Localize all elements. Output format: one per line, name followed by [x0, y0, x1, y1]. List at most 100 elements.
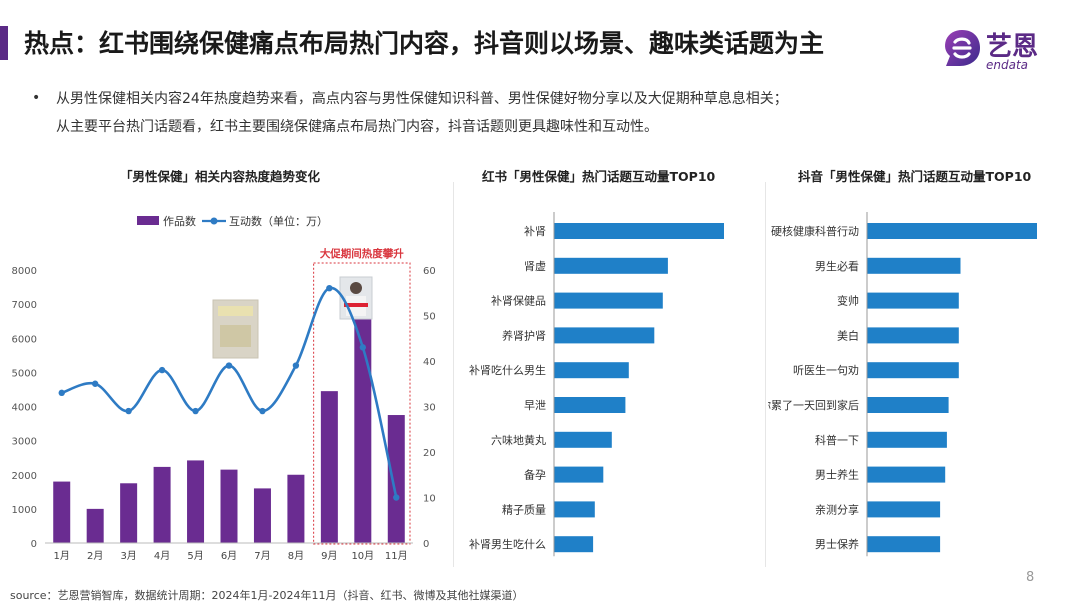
summary-line-1: 从男性保健相关内容24年热度趋势来看，高点内容与男性保健知识科普、男性保健好物分… — [56, 91, 788, 107]
xhs-topic-label: 补肾保健品 — [491, 294, 546, 308]
legend-bar-label: 作品数 — [163, 215, 196, 228]
x-axis-tick-label: 10月 — [351, 550, 374, 562]
douyin-topic-chart: 硬核健康科普行动男生必看变帅美白听医生一句劝当你累了一天回到家后科普一下男士养生… — [768, 212, 1037, 557]
page-title: 热点：红书围绕保健痛点布局热门内容，抖音则以场景、趣味类话题为主 — [24, 29, 825, 58]
douyin-topic-bar — [867, 223, 1037, 239]
douyin-topic-label: 男士保养 — [815, 537, 859, 551]
trend-chart: 作品数 互动数（单位：万） 大促期间热度攀升 0 1000 2000 3000 4000… — [12, 214, 436, 562]
product-photo-thumbnail — [212, 299, 259, 359]
douyin-topic-label: 男士养生 — [815, 468, 859, 482]
x-axis-tick-label: 5月 — [187, 550, 203, 562]
left-axis-tick-label: 1000 — [12, 505, 37, 516]
douyin-topic-bar — [867, 327, 959, 344]
interaction-point — [292, 362, 300, 369]
works-bar — [387, 415, 405, 543]
douyin-topic-label: 美白 — [837, 328, 859, 342]
right-axis-tick-label: 30 — [423, 403, 436, 414]
source-note: source：艺恩营销智库，数据统计周期：2024年1月-2024年11月（抖音… — [10, 589, 524, 602]
interaction-point — [225, 362, 233, 369]
douyin-topic-bar — [867, 466, 946, 483]
douyin-topic-label: 变帅 — [837, 294, 859, 308]
promo-highlight-box — [313, 262, 411, 545]
left-axis-tick-label: 3000 — [12, 437, 37, 448]
douyin-topic-label: 硬核健康科普行动 — [771, 224, 859, 238]
xhs-chart-title: 红书「男性保健」热门话题互动量TOP10 — [482, 169, 716, 184]
xhs-topic-bar — [554, 536, 594, 553]
xhs-topic-label: 补肾男生吃什么 — [469, 537, 546, 551]
x-axis-tick-label: 6月 — [221, 550, 237, 562]
chart-divider-2 — [765, 182, 766, 567]
left-axis-tick-label: 2000 — [12, 471, 37, 482]
x-axis-tick-label: 8月 — [288, 550, 304, 562]
douyin-topic-label: 科普一下 — [815, 433, 859, 447]
interaction-point — [158, 366, 166, 374]
right-axis-tick-label: 0 — [423, 539, 429, 550]
logo-subtext: endata — [986, 58, 1029, 72]
legend-line-marker — [210, 217, 218, 225]
xhs-topic-label: 六味地黄丸 — [491, 433, 546, 447]
douyin-topic-bar — [867, 536, 941, 553]
doctor-photo-thumbnail — [339, 276, 373, 320]
interaction-point — [125, 407, 132, 415]
works-bar — [187, 460, 205, 543]
xhs-topic-label: 养肾护肾 — [502, 328, 546, 342]
xhs-topic-label: 补肾 — [524, 225, 546, 238]
promo-annotation: 大促期间热度攀升 — [320, 247, 404, 260]
douyin-topic-bar — [867, 431, 947, 448]
interaction-point — [192, 407, 199, 415]
works-bar — [86, 508, 104, 543]
legend-line-label: 互动数（单位：万） — [229, 214, 328, 228]
douyin-topic-label: 当你累了一天回到家后 — [768, 398, 859, 412]
endata-logo: 艺恩 endata — [940, 26, 1060, 76]
xhs-topic-label: 备孕 — [524, 468, 546, 482]
left-axis-tick-label: 6000 — [12, 334, 37, 345]
left-axis-tick-label: 4000 — [12, 403, 37, 414]
douyin-topic-label: 男生必看 — [815, 259, 859, 273]
summary-bullet: • — [32, 90, 41, 106]
left-axis-tick-label: 5000 — [12, 368, 37, 379]
x-axis-tick-label: 7月 — [254, 550, 270, 562]
works-bar — [53, 481, 71, 543]
interaction-point — [393, 494, 400, 501]
x-axis-tick-label: 3月 — [120, 550, 136, 562]
left-axis-tick-label: 7000 — [12, 300, 37, 311]
right-axis-tick-label: 10 — [423, 494, 436, 505]
title-accent-bar — [0, 26, 8, 60]
works-bar — [354, 314, 372, 543]
x-axis-tick-label: 11月 — [385, 550, 408, 562]
xhs-topic-bar — [554, 327, 655, 344]
works-bar — [153, 466, 171, 543]
logo-mark-icon — [945, 30, 980, 66]
x-axis-tick-label: 9月 — [321, 550, 337, 562]
right-axis-tick-label: 20 — [423, 448, 436, 459]
douyin-topic-label: 亲测分享 — [815, 502, 859, 516]
works-bar — [120, 483, 138, 543]
trend-chart-title: 「男性保健」相关内容热度趋势变化 — [120, 169, 321, 184]
trend-legend: 作品数 互动数（单位：万） — [137, 214, 328, 228]
interaction-point — [58, 389, 65, 397]
left-axis-tick-label: 0 — [31, 539, 37, 550]
xhs-topic-label: 早泄 — [524, 399, 546, 412]
douyin-topic-bar — [867, 362, 959, 379]
interaction-point — [326, 285, 333, 292]
douyin-topic-label: 听医生一句劝 — [793, 363, 859, 377]
xhs-topic-label: 肾虚 — [524, 260, 546, 273]
summary-line-2: 从主要平台热门话题看，红书主要围绕保健痛点布局热门内容，抖音话题则更具趣味性和互… — [56, 119, 658, 135]
douyin-chart-title: 抖音「男性保健」热门话题互动量TOP10 — [798, 169, 1032, 184]
interaction-point — [259, 407, 266, 415]
works-bar — [220, 469, 238, 543]
douyin-topic-bar — [867, 397, 949, 413]
right-axis-tick-label: 40 — [423, 357, 436, 368]
left-axis-tick-label: 8000 — [12, 266, 37, 277]
xhs-topic-bar — [554, 292, 663, 309]
chart-divider-1 — [453, 182, 454, 567]
xhs-topic-label: 补肾吃什么男生 — [469, 363, 546, 377]
xhs-topic-bar — [554, 223, 724, 239]
right-axis-tick-label: 60 — [423, 266, 436, 277]
xhs-topic-bar — [554, 501, 595, 518]
legend-bar-swatch — [137, 216, 159, 225]
works-bar — [320, 391, 338, 543]
xhs-topic-bar — [554, 257, 668, 274]
logo-text: 艺恩 — [986, 32, 1039, 62]
